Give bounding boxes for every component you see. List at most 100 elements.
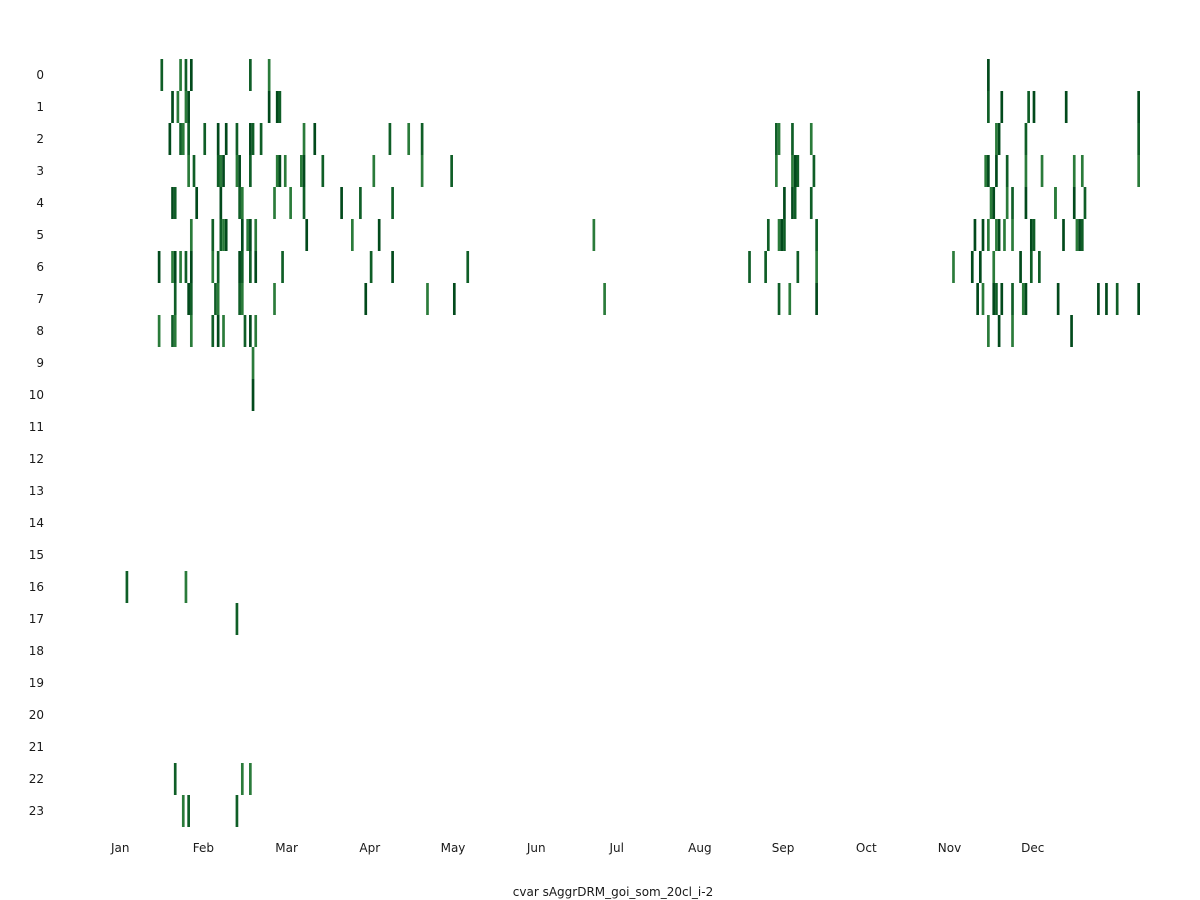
heatmap-cell xyxy=(240,283,244,315)
heatmap-cell xyxy=(978,251,982,283)
heatmap-cell xyxy=(992,251,996,283)
heatmap-cell xyxy=(981,283,985,315)
heatmap-cell xyxy=(388,123,392,155)
heatmap-cell xyxy=(1083,187,1087,219)
heatmap-cell xyxy=(240,763,244,795)
heatmap-cell xyxy=(173,763,177,795)
heatmap-cell xyxy=(1021,283,1025,315)
heatmap-cell xyxy=(173,283,177,315)
heatmap-cell xyxy=(1005,187,1009,219)
x-axis-tick-labels: Jan Feb Mar Apr May Jun Jul Aug Sep Oct Nov Dec xyxy=(110,841,1044,855)
heatmap-cell xyxy=(1011,283,1014,315)
y-tick-label: 7 xyxy=(36,292,44,306)
heatmap-cell xyxy=(278,155,282,187)
heatmap-cell xyxy=(407,123,411,155)
heatmap-cell xyxy=(189,315,193,347)
heatmap-cell xyxy=(783,187,786,219)
heatmap-cell xyxy=(189,251,193,283)
heatmap-cell xyxy=(1024,155,1028,187)
heatmap-cell xyxy=(187,155,190,187)
heatmap-cell xyxy=(987,91,990,123)
heatmap-cell xyxy=(359,187,362,219)
heatmap-cell xyxy=(187,91,190,123)
y-tick-label: 16 xyxy=(29,580,44,594)
heatmap-cell xyxy=(1032,91,1036,123)
heatmap-cell xyxy=(235,123,239,155)
x-tick-label: Jun xyxy=(526,841,546,855)
heatmap-cell xyxy=(187,123,190,155)
heatmap-cell xyxy=(181,123,185,155)
heatmap-cell xyxy=(1011,187,1014,219)
heatmap-cell xyxy=(391,251,394,283)
heatmap-cell xyxy=(189,59,193,91)
heatmap-cell xyxy=(160,59,164,91)
heatmap-cell xyxy=(254,251,258,283)
heatmap-cell xyxy=(254,315,258,347)
heatmap-cell xyxy=(179,251,182,283)
heatmap-cell xyxy=(995,283,998,315)
heatmap-cell xyxy=(219,187,223,219)
y-tick-label: 23 xyxy=(29,804,44,818)
x-axis-title: cvar sAggrDRM_goi_som_20cl_i-2 xyxy=(513,885,713,899)
heatmap-cell xyxy=(283,155,287,187)
heatmap-cell xyxy=(238,251,241,283)
heatmap-cell xyxy=(1019,251,1022,283)
heatmap-cell xyxy=(195,187,199,219)
heatmap-cell xyxy=(372,155,376,187)
heatmap-cell xyxy=(1029,251,1033,283)
heatmap-cell xyxy=(987,315,990,347)
heatmap-cell xyxy=(970,251,974,283)
heatmap-cell xyxy=(364,283,368,315)
heatmap-cell xyxy=(426,283,429,315)
heatmap-cell xyxy=(766,219,770,251)
heatmap-cell xyxy=(273,187,276,219)
heatmap-cell xyxy=(1062,219,1065,251)
heatmap-cell xyxy=(224,219,228,251)
heatmap-cell xyxy=(452,283,456,315)
heatmap-cell xyxy=(1054,187,1057,219)
heatmap-cell xyxy=(1137,91,1140,123)
y-tick-label: 10 xyxy=(29,388,44,402)
x-tick-label: Apr xyxy=(359,841,380,855)
heatmap-cell xyxy=(181,795,185,827)
heatmap-cell xyxy=(1137,283,1140,315)
heatmap-cell xyxy=(171,187,174,219)
heatmap-cell xyxy=(219,155,223,187)
heatmap-cells xyxy=(125,59,1140,827)
heatmap-cell xyxy=(235,155,239,187)
y-tick-label: 2 xyxy=(36,132,44,146)
heatmap-cell xyxy=(125,571,129,603)
x-tick-label: May xyxy=(441,841,466,855)
heatmap-cell xyxy=(812,155,816,187)
heatmap-cell xyxy=(251,123,255,155)
heatmap-cell xyxy=(1024,283,1028,315)
heatmap-cell xyxy=(249,123,252,155)
heatmap-cell xyxy=(289,187,292,219)
heatmap-cell xyxy=(995,219,998,251)
x-tick-label: Nov xyxy=(938,841,961,855)
x-tick-label: Dec xyxy=(1021,841,1044,855)
heatmap-cell xyxy=(214,283,217,315)
heatmap-cell xyxy=(1115,283,1119,315)
heatmap-cell xyxy=(369,251,373,283)
heatmap-cell xyxy=(815,251,818,283)
heatmap-cell xyxy=(173,187,177,219)
heatmap-cell xyxy=(222,315,225,347)
x-tick-label: Aug xyxy=(688,841,711,855)
heatmap-cell xyxy=(238,187,241,219)
heatmap-cell xyxy=(793,187,797,219)
heatmap-cell xyxy=(187,283,190,315)
heatmap-cell xyxy=(1064,91,1068,123)
heatmap-cell xyxy=(788,283,792,315)
heatmap-cell xyxy=(1024,187,1028,219)
heatmap-cell xyxy=(987,59,990,91)
heatmap-cell xyxy=(796,251,800,283)
heatmap-cell xyxy=(238,155,241,187)
y-tick-label: 11 xyxy=(29,420,44,434)
x-tick-label: Feb xyxy=(193,841,214,855)
heatmap-cell xyxy=(1105,283,1108,315)
heatmap-cell xyxy=(240,187,244,219)
heatmap-cell xyxy=(1024,123,1028,155)
heatmap-cell xyxy=(791,155,794,187)
y-tick-label: 12 xyxy=(29,452,44,466)
